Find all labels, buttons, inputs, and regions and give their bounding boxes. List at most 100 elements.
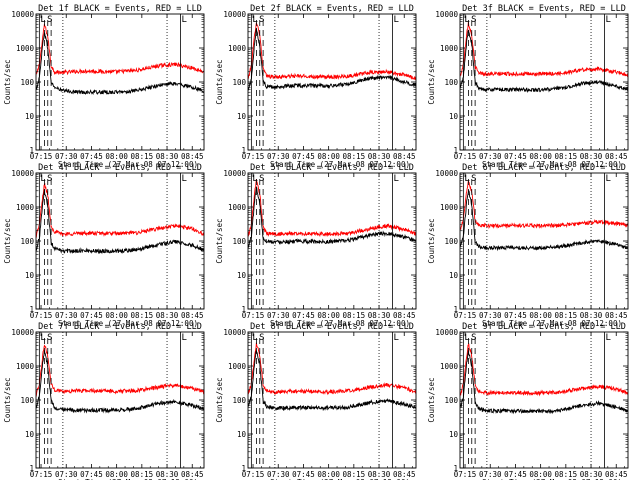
x-axis-label: Start Time (27-Mar-08 07:12:00) xyxy=(482,160,622,169)
series-line-black xyxy=(36,31,204,96)
marker-label: L xyxy=(464,333,469,343)
plot-frame xyxy=(35,331,205,469)
x-tick-label: 07:30 xyxy=(55,311,78,320)
series-group xyxy=(36,182,204,255)
y-tick-label: 10 xyxy=(237,271,247,280)
marker-label: S xyxy=(259,333,264,343)
y-tick-label: 10000 xyxy=(11,169,34,178)
x-tick-label: 08:45 xyxy=(605,311,628,320)
x-tick-label: 08:45 xyxy=(181,152,204,161)
series-line-black xyxy=(36,189,204,255)
x-axis-label: Start Time (27-Mar-08 07:12:00) xyxy=(270,319,410,328)
x-tick-label: 08:00 xyxy=(317,470,340,479)
marker-label: S xyxy=(47,174,52,184)
x-tick-label: 08:45 xyxy=(393,311,416,320)
series-line-black xyxy=(248,349,416,412)
x-tick-label: 07:15 xyxy=(242,311,265,320)
y-tick-label: 10 xyxy=(25,112,35,121)
series-line-red xyxy=(36,23,204,76)
y-tick-label: 10000 xyxy=(223,10,246,19)
marker-label: L xyxy=(181,174,186,184)
x-axis-label: Start Time (27-Mar-08 07:12:00) xyxy=(270,478,410,480)
y-tick-label: 1000 xyxy=(228,203,247,212)
y-tick-label: 10000 xyxy=(223,328,246,337)
x-tick-label: 07:30 xyxy=(479,152,502,161)
marker-label: L xyxy=(181,333,186,343)
x-tick-label: 07:45 xyxy=(80,311,103,320)
x-tick-label: 07:45 xyxy=(292,470,315,479)
x-tick-label: 07:15 xyxy=(242,470,265,479)
x-tick-label: 07:45 xyxy=(292,152,315,161)
series-line-red xyxy=(460,343,628,397)
x-tick-label: 08:00 xyxy=(317,311,340,320)
y-tick-label: 1000 xyxy=(440,203,459,212)
marker-label: L xyxy=(605,333,610,343)
series-group xyxy=(36,344,204,414)
marker-label: L xyxy=(181,15,186,25)
y-axis-label: Counts/sec xyxy=(427,377,436,422)
y-tick-label: 1 xyxy=(29,305,34,314)
x-tick-label: 08:45 xyxy=(605,152,628,161)
marker-label: L xyxy=(605,15,610,25)
y-tick-label: 10000 xyxy=(223,169,246,178)
y-tick-label: 1 xyxy=(241,305,246,314)
x-axis-label: Start Time (27-Mar-08 07:12:00) xyxy=(270,160,410,169)
panel-title: Det 8f BLACK = Events, RED = LLD xyxy=(250,322,414,332)
marker-label: L xyxy=(40,15,45,25)
plot-frame xyxy=(459,331,629,469)
x-tick-label: 08:15 xyxy=(555,311,578,320)
x-tick-label: 08:30 xyxy=(156,470,179,479)
y-tick-label: 100 xyxy=(232,237,246,246)
marker-label: L xyxy=(464,15,469,25)
x-tick-label: 07:30 xyxy=(267,470,290,479)
y-axis-label: Counts/sec xyxy=(215,59,224,104)
x-tick-label: 08:00 xyxy=(105,470,128,479)
y-tick-label: 100 xyxy=(232,396,246,405)
x-tick-label: 08:15 xyxy=(131,152,154,161)
x-tick-label: 08:30 xyxy=(580,152,603,161)
series-group xyxy=(248,22,416,91)
y-tick-label: 10 xyxy=(25,430,35,439)
x-tick-label: 07:15 xyxy=(242,152,265,161)
marker-label: L xyxy=(252,174,257,184)
series-group xyxy=(248,342,416,412)
x-axis-label: Start Time (27-Mar-08 07:12:00) xyxy=(58,160,198,169)
x-tick-label: 08:00 xyxy=(529,152,552,161)
x-tick-label: 08:15 xyxy=(131,470,154,479)
x-tick-label: 08:30 xyxy=(156,152,179,161)
marker-label: L xyxy=(605,174,610,184)
marker-label: S xyxy=(471,15,476,25)
series-line-red xyxy=(248,179,416,238)
y-tick-label: 10 xyxy=(25,271,35,280)
marker-label: L xyxy=(40,333,45,343)
y-tick-label: 100 xyxy=(20,237,34,246)
panel-title: Det 7f BLACK = Events, RED = LLD xyxy=(38,322,202,332)
y-tick-label: 1 xyxy=(29,146,34,155)
y-tick-label: 1000 xyxy=(440,362,459,371)
y-tick-label: 10000 xyxy=(435,10,458,19)
series-group xyxy=(460,343,628,415)
plot-frame xyxy=(247,13,417,151)
marker-label: L xyxy=(40,174,45,184)
x-tick-label: 08:30 xyxy=(580,311,603,320)
x-tick-label: 08:00 xyxy=(529,311,552,320)
y-tick-label: 1000 xyxy=(228,44,247,53)
x-tick-label: 08:45 xyxy=(605,470,628,479)
series-line-red xyxy=(36,182,204,238)
marker-label: S xyxy=(47,15,52,25)
marker-label: L xyxy=(393,333,398,343)
series-line-black xyxy=(248,186,416,249)
x-tick-label: 07:30 xyxy=(55,152,78,161)
x-tick-label: 08:45 xyxy=(393,470,416,479)
x-tick-label: 08:00 xyxy=(317,152,340,161)
x-tick-label: 07:15 xyxy=(454,470,477,479)
x-tick-label: 08:30 xyxy=(368,152,391,161)
x-tick-label: 08:45 xyxy=(393,152,416,161)
y-tick-label: 10 xyxy=(449,271,459,280)
x-tick-label: 08:15 xyxy=(131,311,154,320)
x-tick-label: 08:15 xyxy=(555,470,578,479)
x-tick-label: 07:45 xyxy=(504,152,527,161)
